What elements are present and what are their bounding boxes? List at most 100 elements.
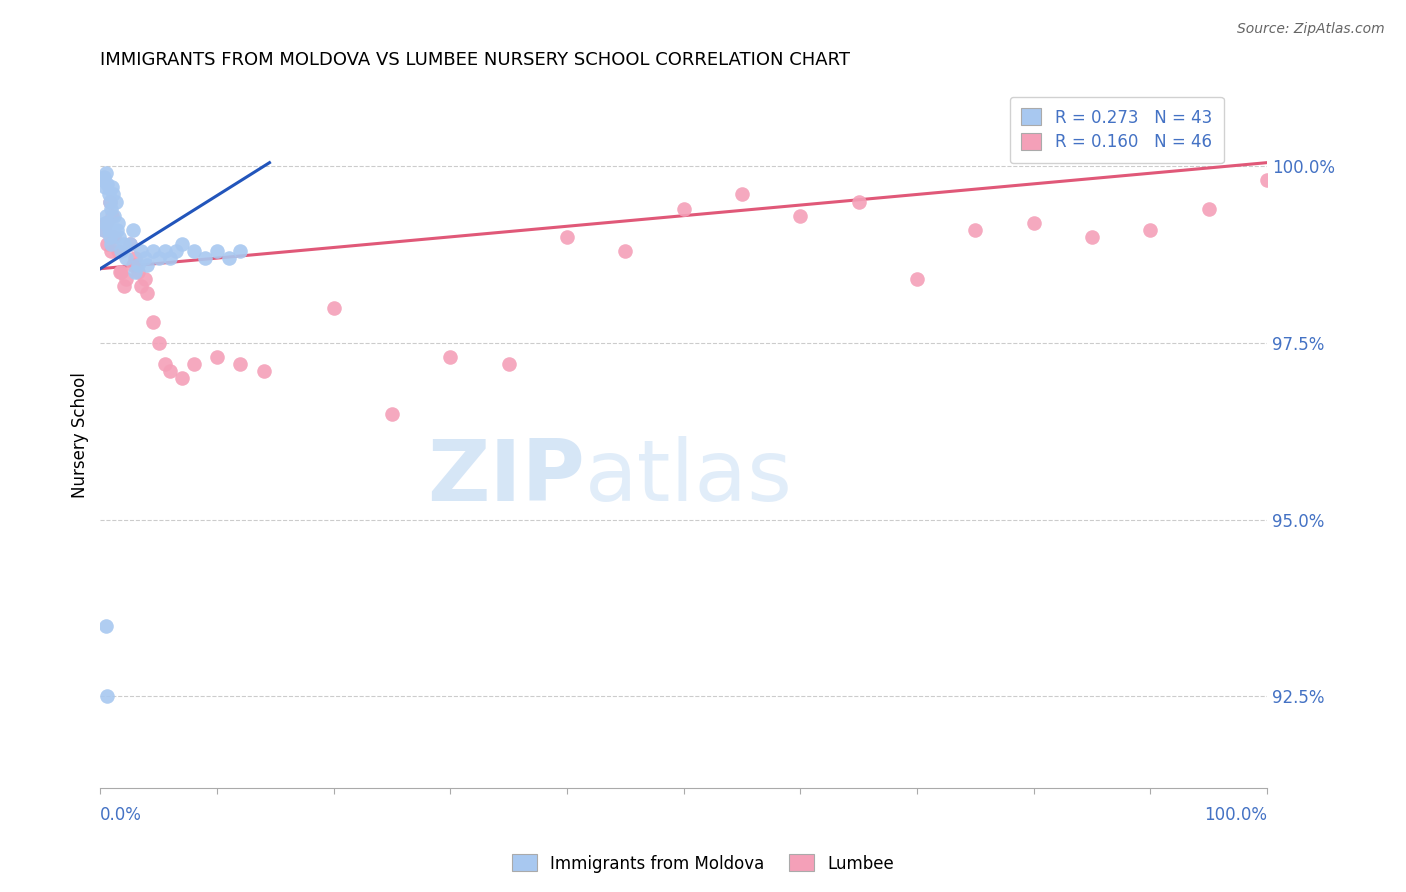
Point [148,251,170,265]
Text: 100.0%: 100.0% [1204,806,1267,824]
Point [100,244,122,258]
Point [1139,223,1161,237]
Point [229,357,252,371]
Point [98,230,121,244]
Point [107,216,129,230]
Point [322,301,344,315]
Point [183,244,205,258]
Point [93,169,115,184]
Point [93,223,115,237]
Point [142,315,165,329]
Point [118,236,141,251]
Point [115,251,138,265]
Legend: R = 0.273   N = 43, R = 0.160   N = 46: R = 0.273 N = 43, R = 0.160 N = 46 [1010,96,1223,163]
Point [170,236,193,251]
Point [122,258,145,272]
Point [96,209,118,223]
Point [127,265,149,279]
Point [108,230,131,244]
Point [789,209,811,223]
Point [229,244,252,258]
Point [124,265,146,279]
Point [103,209,125,223]
Text: IMMIGRANTS FROM MOLDOVA VS LUMBEE NURSERY SCHOOL CORRELATION CHART: IMMIGRANTS FROM MOLDOVA VS LUMBEE NURSER… [100,51,851,69]
Point [110,265,132,279]
Point [142,244,165,258]
Point [98,194,121,209]
Point [94,180,117,194]
Point [129,279,152,293]
Point [98,194,121,209]
Point [731,187,754,202]
Point [1198,202,1220,216]
Point [96,618,118,632]
Point [134,272,156,286]
Point [97,187,120,202]
Point [96,690,118,704]
Point [124,251,146,265]
Point [96,216,118,230]
Point [555,230,578,244]
Point [118,236,141,251]
Point [905,272,928,286]
Y-axis label: Nursery School: Nursery School [72,372,89,498]
Point [439,350,461,364]
Point [159,364,181,378]
Point [96,216,118,230]
Point [91,173,114,187]
Point [205,350,228,364]
Point [96,166,118,180]
Point [104,194,127,209]
Point [183,357,205,371]
Point [103,187,125,202]
Text: Source: ZipAtlas.com: Source: ZipAtlas.com [1237,22,1385,37]
Point [112,236,135,251]
Point [94,216,117,230]
Point [96,236,118,251]
Point [672,202,695,216]
Point [1256,173,1278,187]
Point [159,251,181,265]
Point [129,244,152,258]
Point [136,286,159,301]
Point [107,244,129,258]
Point [1081,230,1104,244]
Point [136,258,159,272]
Point [100,202,122,216]
Point [115,272,138,286]
Point [100,236,122,251]
Point [127,258,149,272]
Point [112,279,135,293]
Point [122,223,145,237]
Point [498,357,520,371]
Legend: Immigrants from Moldova, Lumbee: Immigrants from Moldova, Lumbee [505,847,901,880]
Point [194,251,217,265]
Point [96,177,118,191]
Point [108,265,131,279]
Point [218,251,240,265]
Point [965,223,987,237]
Point [205,244,228,258]
Point [101,180,124,194]
Point [103,230,125,244]
Point [97,223,120,237]
Text: ZIP: ZIP [426,436,585,519]
Point [848,194,870,209]
Point [103,230,125,244]
Point [93,223,115,237]
Point [101,209,124,223]
Point [110,244,132,258]
Point [614,244,637,258]
Point [148,335,170,350]
Text: 0.0%: 0.0% [100,806,142,824]
Text: atlas: atlas [585,436,793,519]
Point [105,223,128,237]
Point [165,244,187,258]
Point [170,371,193,385]
Point [381,407,404,421]
Point [253,364,276,378]
Point [134,251,156,265]
Point [153,357,176,371]
Point [153,244,176,258]
Point [1022,216,1045,230]
